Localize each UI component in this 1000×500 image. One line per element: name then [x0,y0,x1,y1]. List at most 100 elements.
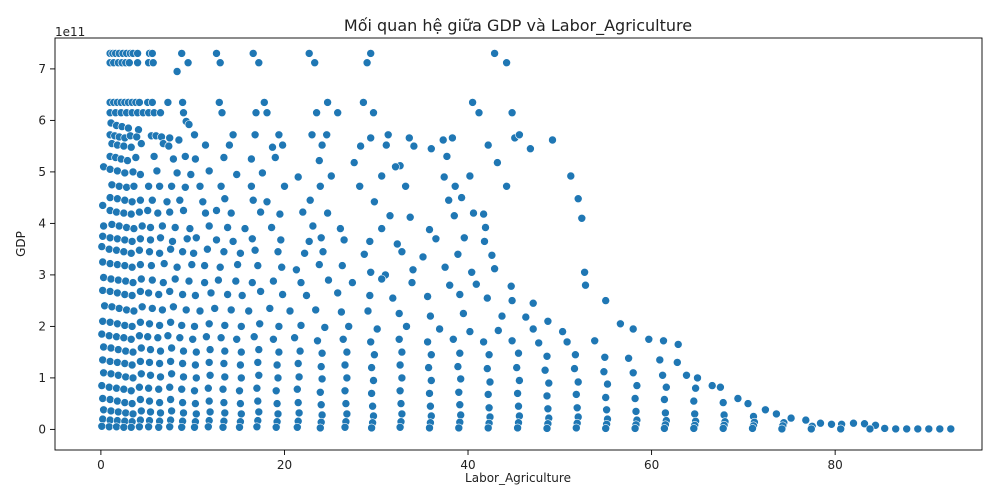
data-point [155,321,164,330]
data-point [192,373,201,383]
data-point [269,276,278,286]
data-point [355,182,365,191]
data-point [248,234,257,244]
data-point [107,302,117,312]
data-point [316,362,326,371]
data-point [136,287,145,296]
data-point [456,410,466,420]
data-point [120,359,130,368]
x-axis-label: Labor_Agriculture [465,471,571,485]
data-point [690,409,700,419]
data-point [655,355,665,365]
data-point [262,108,272,117]
data-point [135,331,144,341]
data-point [204,221,214,231]
data-point [120,261,130,270]
data-point [177,384,186,394]
data-point [178,398,187,407]
data-point [377,274,387,284]
data-point [119,208,129,218]
data-point [190,386,199,396]
data-point [179,372,188,382]
data-point [105,259,115,268]
data-point [277,262,287,272]
data-point [388,293,398,303]
data-point [212,49,221,58]
data-point [217,108,227,117]
data-point [493,326,503,335]
data-point [167,369,176,379]
data-point [528,324,538,334]
data-point [254,345,264,354]
data-point [220,408,230,418]
data-point [367,389,376,398]
x-axis-ticks: 0 20 40 60 80 [97,450,843,472]
data-point [445,280,455,290]
data-point [119,333,129,343]
data-point [891,424,901,434]
data-point [203,244,212,254]
data-point [235,386,244,396]
data-point [98,201,107,210]
data-point [543,316,553,326]
data-point [204,358,214,367]
data-point [305,195,315,205]
data-point [167,343,176,353]
data-point [454,387,464,397]
data-point [280,182,289,191]
data-point [235,422,244,432]
data-point [148,49,157,58]
data-point [216,333,226,343]
data-point [216,182,226,191]
data-point [105,395,115,404]
data-point [181,183,190,192]
data-point [479,209,488,219]
data-point [153,208,163,218]
data-point [480,237,489,246]
data-point [129,224,139,233]
data-point [566,171,576,181]
data-point [743,399,753,408]
data-point [580,267,589,277]
data-point [748,424,757,433]
data-point [661,408,670,418]
data-point [145,358,154,367]
data-point [191,399,200,408]
data-point [98,286,107,295]
data-point [431,234,441,244]
data-point [149,152,159,161]
data-point [100,301,109,311]
data-point [395,422,405,432]
data-point [603,379,612,389]
data-point [156,372,165,382]
data-point [534,338,544,348]
data-point [120,168,130,178]
data-point [285,306,295,316]
data-point [453,362,463,371]
data-point [339,235,349,245]
data-point [113,319,122,329]
data-point [543,404,553,414]
data-point [313,336,322,346]
data-point [112,422,121,432]
data-point [128,409,138,419]
data-point [644,334,654,344]
data-point [120,398,130,407]
data-point [172,262,182,272]
data-point [169,154,178,164]
data-point [469,208,478,218]
data-point [137,302,147,312]
data-point [272,360,282,370]
data-point [190,422,199,432]
data-point [660,395,669,404]
data-point [146,407,155,417]
data-point [314,156,324,165]
data-point [182,234,192,244]
data-point [707,381,717,390]
data-point [253,358,263,367]
data-point [274,130,284,140]
data-point [154,422,163,432]
data-point [226,208,236,218]
data-point [114,221,124,231]
data-point [252,383,262,393]
